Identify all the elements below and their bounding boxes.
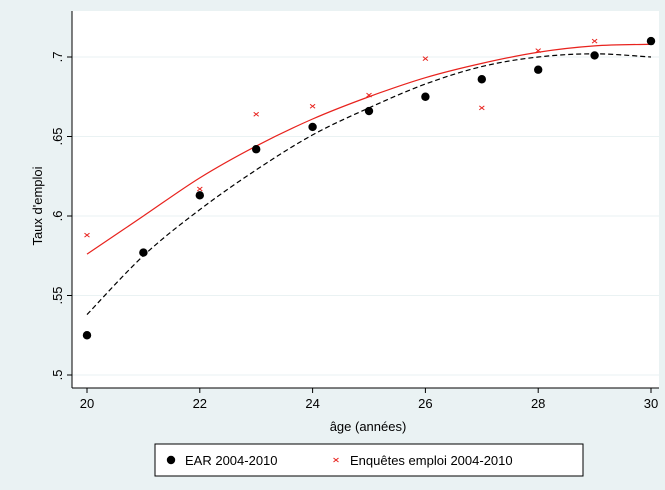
x-marker-stroke	[535, 48, 542, 54]
point-enquetes	[309, 103, 316, 109]
legend-marker	[333, 457, 339, 463]
x-marker-stroke	[196, 186, 203, 192]
y-axis-title: Taux d'emploi	[30, 166, 45, 245]
fit-line-enquetes	[86, 43, 652, 255]
x-marker-stroke	[253, 111, 260, 117]
point-enquetes	[196, 186, 203, 192]
y-tick-label: .5	[50, 370, 65, 381]
y-tick-label: .7	[50, 52, 65, 63]
legend-label: Enquêtes emploi 2004-2010	[350, 453, 513, 468]
point-enquetes	[84, 232, 90, 238]
x-tick-label: 20	[80, 396, 94, 411]
point-enquetes	[535, 48, 542, 54]
point-ear	[195, 191, 204, 200]
point-ear	[252, 145, 261, 154]
point-enquetes	[366, 92, 372, 98]
y-tick-label: .65	[50, 127, 65, 145]
point-enquetes	[253, 111, 260, 117]
x-tick-label: 30	[644, 396, 658, 411]
point-ear	[590, 51, 599, 60]
point-ear	[364, 106, 374, 116]
point-ear	[534, 65, 543, 74]
x-marker-stroke	[478, 105, 485, 111]
x-tick-label: 28	[531, 396, 545, 411]
x-axis-title: âge (années)	[330, 419, 407, 434]
plot-area	[72, 11, 659, 388]
point-ear	[477, 75, 486, 84]
point-ear	[421, 92, 430, 101]
x-marker-stroke	[84, 232, 90, 238]
legend-box	[154, 443, 584, 477]
x-marker-stroke	[309, 103, 316, 109]
point-enquetes	[478, 105, 485, 111]
y-tick-label: .55	[50, 286, 65, 304]
x-marker-stroke	[366, 92, 372, 98]
point-ear	[308, 122, 317, 132]
x-marker-stroke	[333, 457, 339, 463]
x-tick-label: 22	[193, 396, 207, 411]
point-ear	[646, 36, 656, 46]
x-marker-stroke	[422, 56, 429, 61]
fit-lines	[86, 43, 652, 315]
fit-line-ear	[86, 53, 652, 315]
data-points	[82, 36, 656, 340]
point-enquetes	[591, 38, 598, 44]
point-ear	[139, 248, 148, 257]
grid	[72, 56, 659, 376]
point-enquetes	[422, 56, 429, 61]
axes: .5 .55 .6 .65 .7 20 22 24 26 28 30	[50, 11, 659, 411]
x-tick-label: 26	[418, 396, 432, 411]
legend: EAR 2004-2010 Enquêtes emploi 2004-2010	[154, 443, 584, 477]
point-ear	[82, 331, 92, 340]
legend-marker	[166, 455, 176, 465]
y-tick-label: .6	[50, 211, 65, 222]
legend-label: EAR 2004-2010	[185, 453, 278, 468]
x-marker-stroke	[591, 38, 598, 44]
x-tick-label: 24	[305, 396, 319, 411]
